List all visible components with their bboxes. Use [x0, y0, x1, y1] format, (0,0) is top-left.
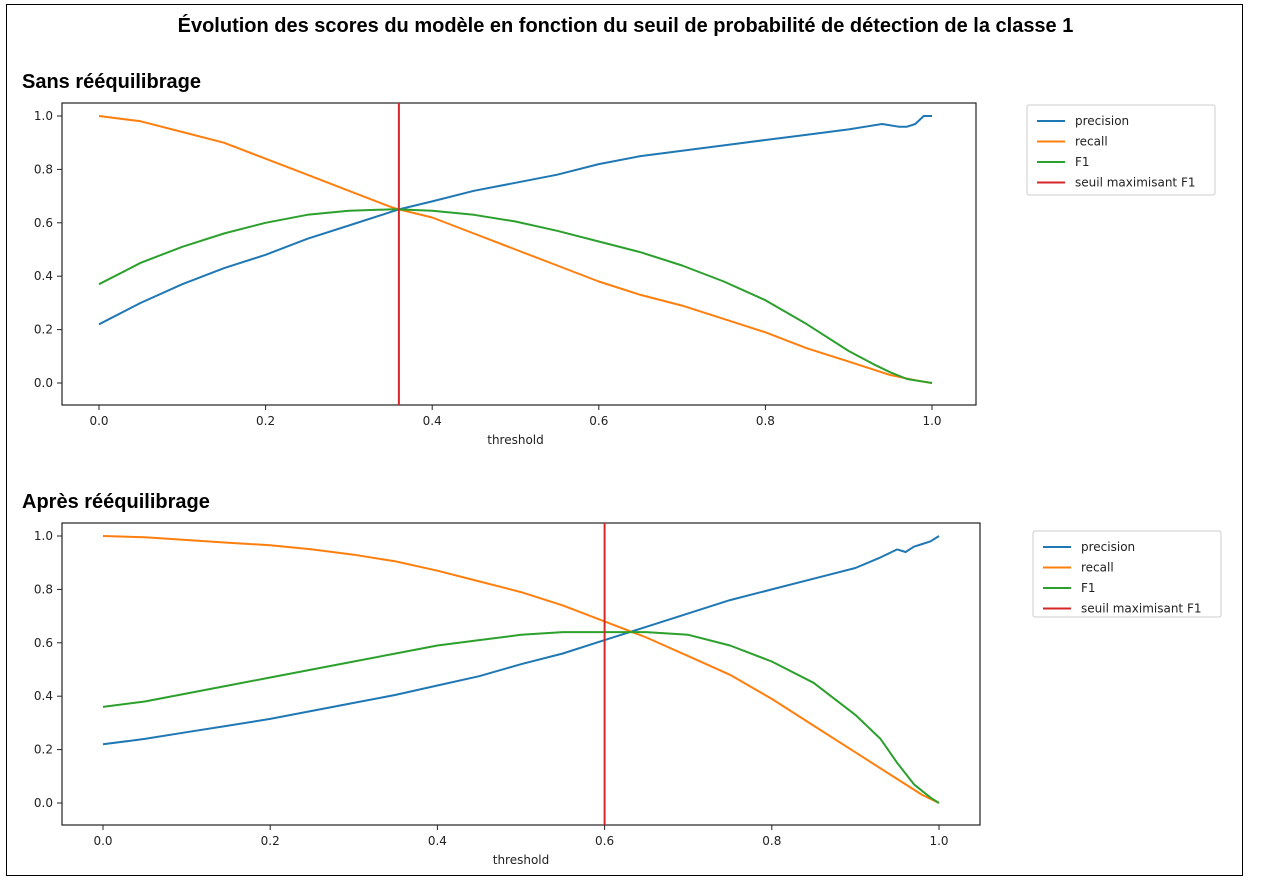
x-tick-label: 0.6 [595, 834, 614, 848]
series-line-precision [98, 115, 932, 326]
legend-box [1032, 530, 1222, 618]
figure-frame: Évolution des scores du modèle en foncti… [6, 4, 1243, 876]
legend-label: F1 [1081, 581, 1096, 595]
section-label-before: Sans rééquilibrage [22, 71, 201, 93]
x-tick-label: 0.2 [261, 834, 280, 848]
y-tick-label: 0.4 [34, 269, 53, 283]
y-tick-label: 0.6 [34, 216, 53, 230]
legend-label: recall [1081, 561, 1114, 575]
y-tick-label: 0.6 [34, 636, 53, 650]
legend-label: precision [1075, 114, 1129, 128]
series-line-recall [98, 115, 933, 384]
x-tick-label: 0.8 [756, 414, 775, 428]
series-line-precision [102, 535, 940, 746]
legend-box [1026, 104, 1216, 196]
legend-label: precision [1081, 540, 1135, 554]
x-tick-label: 0.8 [762, 834, 781, 848]
legend-label: F1 [1075, 155, 1090, 169]
x-axis-label: threshold [493, 853, 550, 867]
figure-title: Évolution des scores du modèle en foncti… [177, 15, 1074, 37]
y-tick-label: 1.0 [34, 529, 53, 543]
x-tick-label: 1.0 [929, 834, 948, 848]
plot-area [61, 522, 981, 826]
legend-label: seuil maximisant F1 [1081, 602, 1202, 616]
y-tick-label: 1.0 [34, 109, 53, 123]
y-tick-label: 0.8 [34, 162, 53, 176]
y-tick-label: 0.0 [34, 796, 53, 810]
x-axis-label: threshold [487, 433, 544, 447]
legend-label: seuil maximisant F1 [1075, 176, 1196, 190]
series-line-recall [102, 535, 940, 804]
plot-area [61, 102, 977, 406]
series-line-f1 [102, 631, 940, 804]
y-tick-label: 0.4 [34, 689, 53, 703]
x-tick-label: 1.0 [922, 414, 941, 428]
x-tick-label: 0.4 [428, 834, 447, 848]
y-tick-label: 0.0 [34, 376, 53, 390]
section-label-after: Après rééquilibrage [22, 491, 210, 513]
y-tick-label: 0.2 [34, 323, 53, 337]
x-tick-label: 0.0 [93, 834, 112, 848]
x-tick-label: 0.0 [89, 414, 108, 428]
y-tick-label: 0.8 [34, 582, 53, 596]
x-tick-label: 0.6 [589, 414, 608, 428]
x-tick-label: 0.4 [423, 414, 442, 428]
y-tick-label: 0.2 [34, 743, 53, 757]
chart-apres-reequilibrage: 0.0 0.2 0.4 0.6 0.8 1.0 0.0 0.2 0.4 0.6 0.8 1.0 thre… [34, 522, 1222, 867]
x-tick-label: 0.2 [256, 414, 275, 428]
chart-sans-reequilibrage: 0.0 0.2 0.4 0.6 0.8 1.0 0.0 0.2 0.4 0.6 0.8 1.0 thre… [34, 102, 1216, 447]
legend-label: recall [1075, 135, 1108, 149]
series-line-f1 [98, 208, 933, 384]
